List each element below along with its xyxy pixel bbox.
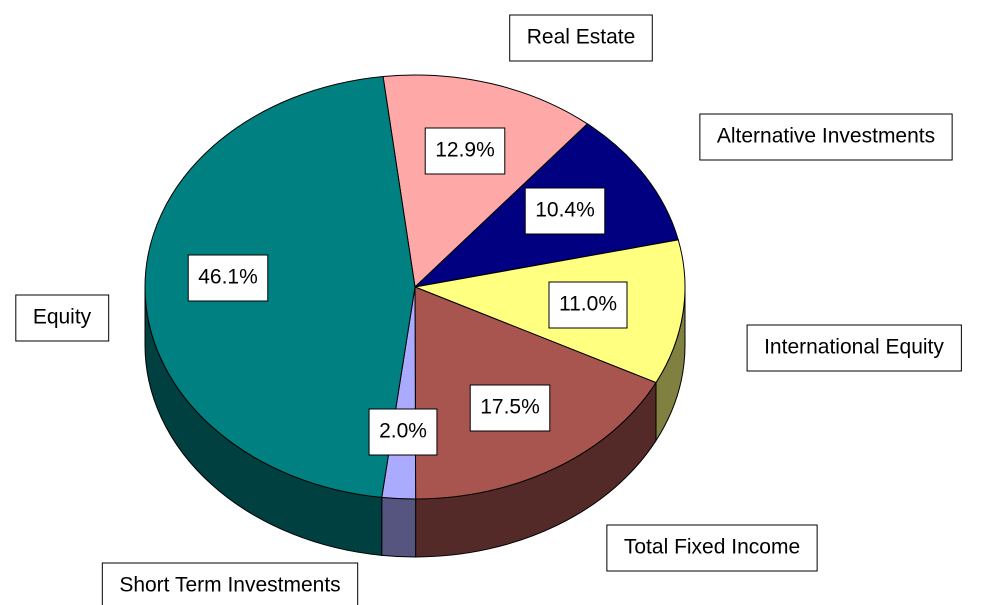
category-label: Equity	[33, 306, 92, 329]
data-label-box	[368, 408, 438, 456]
data-label-box	[548, 281, 628, 329]
category-label-box	[15, 294, 110, 342]
category-label: Short Term Investments	[119, 574, 340, 597]
category-label-box	[606, 524, 818, 572]
category-label: Real Estate	[527, 26, 636, 49]
category-label: Alternative Investments	[717, 125, 935, 148]
data-label: 2.0%	[379, 420, 427, 443]
data-label: 12.9%	[435, 139, 495, 162]
data-label: 46.1%	[198, 266, 258, 289]
data-label-box	[187, 254, 269, 302]
data-label: 11.0%	[559, 293, 617, 316]
category-label-box	[509, 14, 653, 62]
data-label-box	[524, 187, 606, 235]
category-label-box	[699, 113, 953, 161]
category-label-box	[101, 562, 359, 605]
data-label-box	[469, 384, 551, 432]
data-label: 10.4%	[535, 199, 595, 222]
category-label-box	[746, 324, 962, 372]
data-label: 17.5%	[480, 396, 540, 419]
slice	[144, 75, 416, 498]
category-label: Total Fixed Income	[624, 536, 800, 559]
category-label: International Equity	[764, 336, 944, 359]
data-label-box	[424, 127, 506, 175]
slice-side	[381, 496, 417, 558]
